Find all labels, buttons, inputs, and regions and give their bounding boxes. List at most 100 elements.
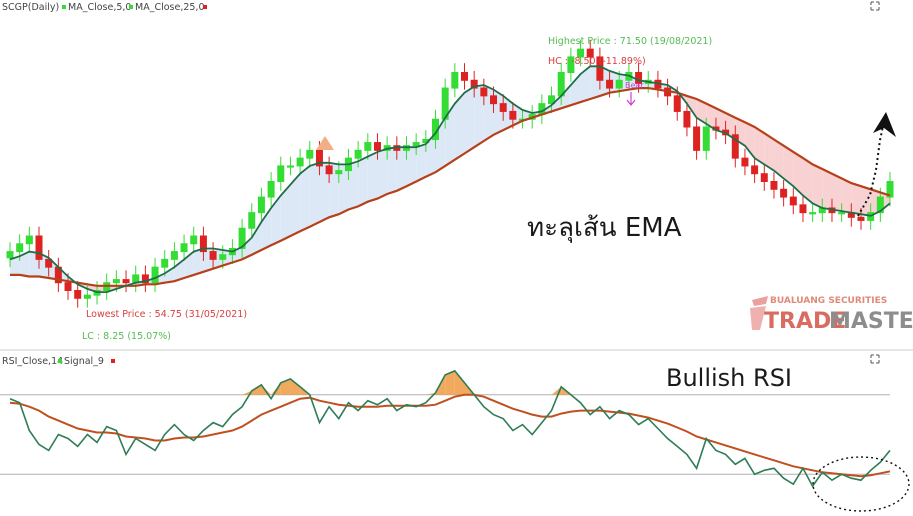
watermark-company: BUALUANG SECURITIES [770,296,887,306]
candle-up-body [616,80,623,89]
candle-down [751,165,759,175]
ma-fill-segment [686,95,697,118]
ma-fill-segment [754,127,765,165]
highest-price-label: Highest Price : 71.50 (19/08/2021) [548,36,712,47]
candle-down [141,274,149,284]
candle-up-body [287,165,294,168]
ma-fill-segment [454,92,465,160]
ma-fill-segment [338,164,349,215]
candle-up-body [413,142,420,146]
ma-fill-segment [764,133,774,171]
candle-down [857,216,865,221]
ma-fill-segment [416,144,426,182]
candle-down [315,149,323,167]
candle-down [741,157,749,167]
rsi-gridlines [0,394,890,475]
ma-fill-segment [348,161,359,210]
ma-fill-segment [300,165,310,232]
ma-fill-segment [570,74,581,106]
ma25-legend-swatch [129,5,133,9]
bear-arrow-icon [626,92,636,106]
candle-up-body [306,150,313,159]
candle-up-body [838,212,845,214]
candle-down [606,79,614,89]
ma-fill-segment [290,173,301,236]
ma-fill-segment [551,95,562,112]
candle-up-body [181,243,188,252]
ma-fill-segment [831,173,842,212]
ma-fill-segment [706,103,716,131]
ma-fill-segment [696,98,707,124]
ma5-legend-label: MA_Close,5,0 [68,2,131,13]
candle-up-body [335,170,342,174]
candle-down [683,110,691,128]
rsi-legend-label: RSI_Close,14 [2,356,63,367]
candle-down [35,235,43,260]
arrow-head-icon [873,112,896,137]
candle-up-body [809,212,816,214]
expand-icon[interactable] [870,1,880,11]
ma-fill-segment [367,151,378,202]
candle-up-body [16,243,23,252]
ma-fill-segment [10,256,20,275]
candle-down [373,142,381,151]
ma-fill-segment [309,162,320,227]
candle-up-body [432,119,439,140]
ma-fill-segment [329,162,339,218]
ma-fill-segment [377,148,388,199]
candle-up-body [442,88,449,120]
candle-down [64,282,72,292]
ma-fill-segment [474,84,484,148]
candle-up-body [171,251,178,260]
candle-up-body [887,181,893,198]
candles [6,39,894,308]
signal-line [9,393,891,478]
candle-down [780,188,788,198]
ma-fill-segment [802,158,813,204]
candle-up-body [877,197,884,213]
candle-down [509,110,517,120]
ma-fill-segment [561,84,571,109]
logo-flame-icon [752,296,768,306]
lowest-price-label: Lowest Price : 54.75 (31/05/2021) [86,309,247,320]
candle-up-body [26,236,33,244]
watermark-brand-a: TRADE [764,309,846,334]
ma-fill-segment [396,147,407,191]
candle-up-body [297,158,304,166]
candle-up-body [703,127,710,151]
candle-down [209,251,217,260]
ma-fill-segment [358,156,368,207]
symbol-title: SCGP(Daily) [2,2,59,13]
ma-fill-area [10,66,890,293]
candle-down [45,258,53,268]
candle-up-body [451,72,458,89]
rsi-legend-swatch [58,359,62,363]
candle-up-body [268,181,275,198]
ma-fill-segment [174,259,185,282]
candle-down [461,72,469,81]
candle-down [586,48,594,58]
ma-fill-segment [744,122,755,159]
ma-fill-segment [68,276,78,285]
candle-down [799,204,807,214]
ma25-legend-label: MA_Close,25,0 [135,2,205,13]
expand-icon-rsi[interactable] [870,354,880,364]
ma-fill-segment [271,195,281,246]
candle-up-body [239,228,246,249]
lc-label: LC : 8.25 (15.07%) [82,331,171,342]
candle-up-body [7,251,13,258]
bullish-rsi-highlight-ellipse [812,456,910,512]
candle-down [789,196,797,206]
candle-down [693,126,701,151]
rsi-overbought-fill [242,370,571,395]
ma-fill-segment [164,267,175,283]
rsi-overbought-segment [454,370,465,395]
candle-up-body [277,165,284,182]
candle-up-body [132,274,139,283]
ma-fill-segment [841,178,852,213]
candle-down [760,173,768,182]
signal-legend-swatch [111,359,115,363]
candle-up-body [190,236,197,244]
